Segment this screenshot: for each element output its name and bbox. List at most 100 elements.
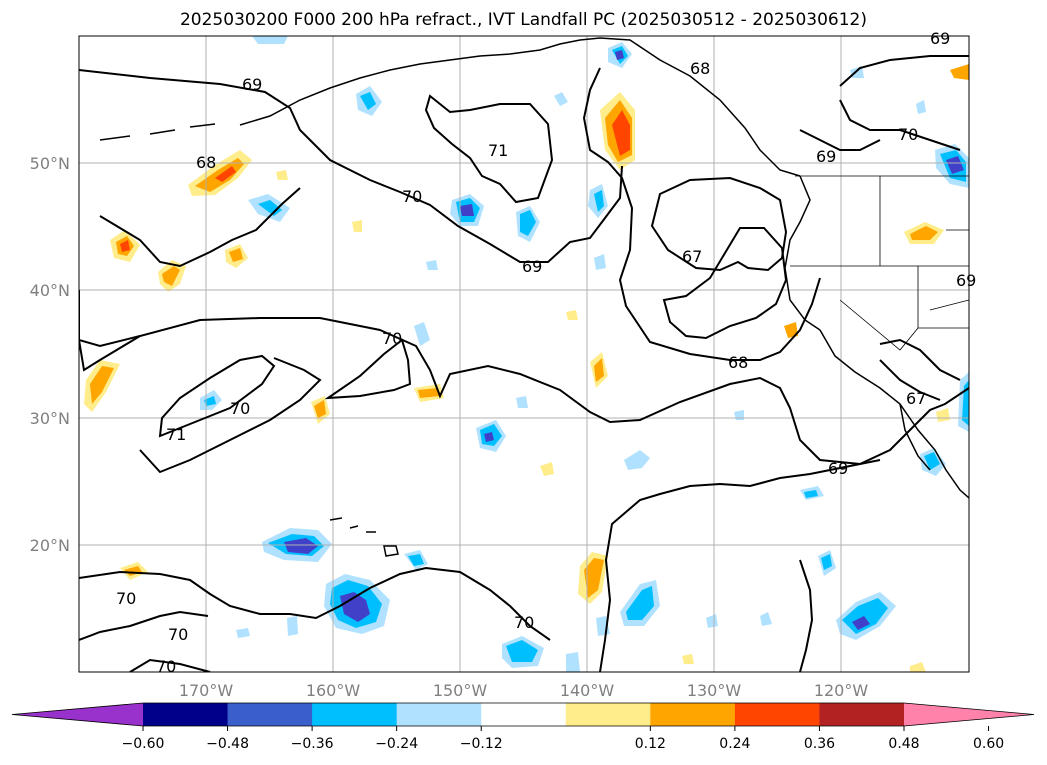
colorbar-tick-label: 0.60 [973, 736, 1004, 752]
contour-label: 70 [402, 187, 422, 206]
colorbar-tick-label: −0.24 [375, 736, 418, 752]
positive-anomaly-blob [950, 64, 969, 80]
positive-anomaly-blob [910, 226, 938, 240]
colorbar-segment [650, 703, 736, 726]
negative-anomaly-blob [924, 452, 940, 470]
contour-line [139, 357, 322, 474]
negative-anomaly-blob [506, 640, 538, 662]
negative-anomaly-blob [516, 396, 528, 408]
map-frame [78, 35, 970, 673]
negative-anomaly-blob [594, 190, 604, 212]
negative-anomaly-blob [340, 592, 370, 622]
negative-anomaly-blob [414, 322, 430, 346]
lon-label: 120°W [814, 681, 869, 700]
contour-label: 69 [828, 459, 848, 478]
lat-label: 30°N [30, 409, 70, 428]
negative-anomaly-blob [484, 432, 494, 442]
negative-anomaly-blob [852, 616, 870, 630]
lon-label: 130°W [687, 681, 742, 700]
colorbar-tick-label: −0.48 [206, 736, 249, 752]
contour-line [129, 658, 211, 672]
negative-anomaly-blob [204, 396, 216, 406]
contour-line [79, 335, 141, 348]
negative-anomaly-blob [626, 586, 654, 620]
negative-anomaly-blob [554, 92, 568, 106]
lat-label: 20°N [30, 536, 70, 555]
contour-label: 70 [156, 657, 176, 676]
negative-anomaly-blob [916, 100, 926, 114]
contour-line [79, 566, 551, 641]
contour-line [839, 55, 969, 87]
contour-label: 69 [816, 147, 836, 166]
colorbar-tick-label: −0.36 [291, 736, 334, 752]
graticule [79, 36, 969, 672]
colorbar-tick-label: 0.36 [804, 736, 835, 752]
contour-label: 68 [728, 353, 748, 372]
colorbar: −0.60 −0.48 −0.36 −0.24 −0.12 0.12 0.24 0.36 0.4… [11, 702, 1035, 752]
contour-label: 70 [382, 329, 402, 348]
colorbar-tick-label: 0.24 [719, 736, 750, 752]
negative-anomaly-blob [284, 538, 318, 554]
negative-anomaly-blob [760, 612, 772, 626]
colorbar-segment [819, 703, 905, 726]
contour-label: 70 [898, 125, 918, 144]
positive-anomaly-blob [276, 170, 288, 180]
positive-anomaly-blob [594, 358, 604, 382]
contour-label: 70 [168, 625, 188, 644]
contour-line [879, 359, 941, 401]
colorbar-segment [481, 703, 567, 726]
contour-label: 69 [930, 29, 950, 48]
negative-anomaly-blob [258, 200, 282, 216]
us-coast [819, 329, 969, 499]
colorbar-segment [312, 703, 398, 726]
negative-anomaly-blob [706, 614, 718, 628]
positive-anomaly-blob [90, 366, 114, 404]
positive-anomaly-blob [314, 400, 326, 418]
contour-line [79, 610, 209, 641]
contour-label: 67 [682, 247, 702, 266]
alaska-coast [239, 37, 801, 177]
positive-anomaly-blob [120, 240, 130, 252]
negative-anomaly-blob [252, 36, 288, 44]
negative-anomaly-blob [946, 156, 964, 174]
negative-anomaly-blob [804, 490, 818, 498]
negative-anomaly-blob [615, 50, 624, 60]
colorbar-segment [396, 703, 482, 726]
contour-line [324, 338, 412, 400]
baja-coast [899, 403, 931, 471]
longitude-labels: 170°W 160°W 150°W 140°W 130°W 120°W [179, 681, 869, 700]
latitude-labels: 50°N 40°N 30°N 20°N [30, 154, 70, 555]
contour-labels: 69 68 71 70 69 67 68 70 71 70 69 70 70 7… [116, 29, 976, 676]
map-title: 2025030200 F000 200 hPa refract., IVT La… [179, 10, 867, 30]
positive-anomaly-blob [584, 558, 604, 598]
lon-label: 160°W [306, 681, 361, 700]
contour-label: 68 [690, 59, 710, 78]
contour-line [599, 459, 881, 672]
contour-label: 68 [196, 153, 216, 172]
map-plot-area [79, 36, 969, 672]
positive-anomaly-blob [162, 266, 180, 286]
negative-anomaly-blob [360, 92, 376, 110]
anomaly-fills [84, 36, 969, 672]
contour-line [650, 176, 788, 272]
contour-line [158, 354, 276, 438]
contour-label: 71 [488, 141, 508, 160]
contour-line [879, 338, 961, 381]
negative-anomaly-blob [594, 254, 606, 270]
contour-line [582, 67, 821, 361]
hawaii-islands [329, 517, 399, 557]
negative-anomaly-blob [520, 210, 536, 236]
contour-line [79, 290, 969, 466]
negative-anomaly-blob [408, 554, 424, 566]
lat-label: 50°N [30, 154, 70, 173]
positive-anomaly-blob [784, 322, 798, 338]
contour-label: 67 [906, 389, 926, 408]
contour-line [424, 94, 554, 204]
contour-label: 70 [116, 589, 136, 608]
positive-anomaly-blob [540, 462, 554, 476]
colorbar-tick-label: 0.12 [635, 736, 666, 752]
positive-anomaly-blob [418, 388, 440, 398]
political-borders [790, 175, 969, 351]
negative-anomaly-blob [460, 204, 474, 216]
